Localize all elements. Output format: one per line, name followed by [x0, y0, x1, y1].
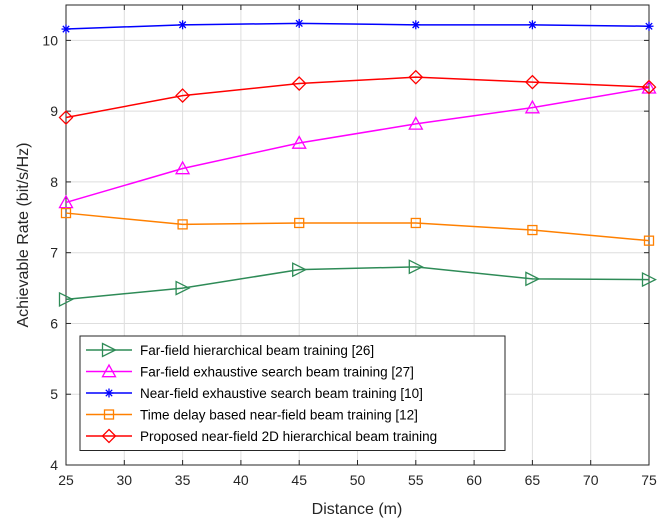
legend-marker: [101, 428, 117, 444]
data-point: [175, 88, 191, 104]
data-point: [174, 160, 191, 175]
x-axis-label: Distance (m): [312, 501, 403, 518]
x-tick-label: 70: [583, 472, 599, 488]
legend-label: Far-field hierarchical beam training [26…: [140, 343, 374, 358]
x-tick-label: 65: [525, 472, 541, 488]
data-point: [524, 74, 540, 90]
data-point: [524, 99, 541, 114]
x-tick-label: 35: [175, 472, 191, 488]
legend-marker: [101, 363, 117, 378]
x-tick-label: 75: [641, 472, 657, 488]
legend-item: Time delay based near-field beam trainin…: [86, 408, 418, 423]
y-tick-label: 9: [50, 103, 58, 119]
data-point: [291, 76, 307, 91]
data-point: [410, 217, 421, 229]
legend-box: [79, 335, 506, 451]
x-tick-label: 60: [466, 472, 482, 488]
data-point: [408, 69, 424, 85]
y-tick-label: 10: [42, 32, 58, 48]
data-point: [641, 272, 657, 288]
axes: [65, 4, 650, 466]
series-line: [65, 212, 650, 242]
legend-label: Time delay based near-field beam trainin…: [140, 408, 418, 423]
data-point: [175, 280, 191, 296]
series-5: [58, 69, 657, 125]
data-point: [641, 79, 657, 95]
series-3: [61, 18, 654, 34]
data-point: [177, 219, 188, 230]
data-point: [58, 194, 74, 209]
legend-marker: [103, 409, 115, 420]
x-tick-label: 25: [58, 472, 74, 488]
legend-label: Near-field exhaustive search beam traini…: [140, 386, 423, 401]
legend-label: Far-field exhaustive search beam trainin…: [140, 365, 414, 380]
data-point: [525, 271, 541, 287]
legend-item: Near-field exhaustive search beam traini…: [86, 386, 423, 401]
y-tick-label: 5: [50, 386, 58, 402]
series-line: [65, 22, 650, 30]
series-line: [65, 266, 650, 301]
data-point: [58, 110, 74, 125]
legend-marker: [101, 342, 117, 358]
data-point: [411, 20, 421, 30]
series-4: [60, 207, 655, 246]
data-point: [60, 207, 72, 219]
data-point: [61, 24, 71, 34]
data-point: [527, 224, 538, 236]
legend-item: Proposed near-field 2D hierarchical beam…: [86, 428, 437, 444]
data-point: [643, 235, 655, 246]
y-tick-labels: 4 5 6 7 8 9 10: [42, 32, 58, 473]
series-line: [65, 76, 650, 119]
data-point: [178, 20, 188, 30]
y-tick-label: 4: [50, 457, 58, 473]
y-tick-label: 6: [50, 315, 58, 331]
data-point: [408, 116, 424, 130]
legend-item: Far-field exhaustive search beam trainin…: [86, 363, 414, 380]
series-group: [58, 18, 657, 307]
axes-box: [65, 4, 650, 466]
x-tick-labels: 25 30 35 40 45 50 55 60 65 70 75: [58, 472, 657, 488]
data-point: [294, 217, 305, 229]
x-tick-label: 30: [117, 472, 133, 488]
x-tick-label: 55: [408, 472, 424, 488]
legend-item: Far-field hierarchical beam training [26…: [86, 342, 374, 358]
y-axis-label: Achievable Rate (bit/s/Hz): [15, 143, 32, 328]
series-1: [58, 259, 657, 307]
series-line: [65, 87, 650, 204]
data-point: [408, 259, 424, 275]
data-point: [291, 135, 307, 149]
legend: Far-field hierarchical beam training [26…: [79, 335, 506, 451]
y-tick-label: 8: [50, 174, 58, 190]
data-point: [527, 20, 537, 30]
x-tick-label: 50: [350, 472, 366, 488]
x-tick-label: 40: [233, 472, 249, 488]
legend-label: Proposed near-field 2D hierarchical beam…: [140, 429, 437, 444]
legend-marker: [104, 388, 114, 398]
data-point: [294, 18, 304, 28]
data-point: [292, 262, 308, 278]
x-tick-label: 45: [291, 472, 307, 488]
data-point: [644, 21, 654, 31]
data-point: [58, 291, 74, 307]
y-tick-label: 7: [50, 245, 58, 261]
